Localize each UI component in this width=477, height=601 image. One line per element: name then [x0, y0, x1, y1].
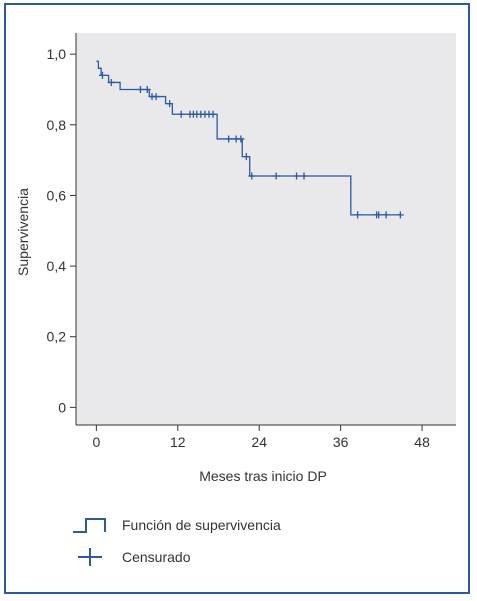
plus-icon — [78, 548, 102, 566]
plot-background — [76, 33, 456, 425]
censor-mark — [143, 86, 151, 94]
plot-area — [76, 33, 456, 425]
censor-mark — [293, 172, 301, 180]
axes-layer: 0 12 24 36 48 0 0,2 0,4 0,6 0,8 1,0 — [47, 33, 456, 450]
survival-step-line — [96, 60, 401, 216]
censor-mark — [98, 71, 106, 79]
censor-mark — [136, 86, 144, 94]
y-axis-label: Supervivencia — [15, 188, 31, 276]
x-tick-label: 0 — [92, 434, 100, 450]
censor-mark — [248, 172, 256, 180]
figure-frame: 0 12 24 36 48 0 0,2 0,4 0,6 0,8 1,0 Supervivencia … — [4, 3, 470, 594]
censor-mark — [177, 110, 185, 118]
censor-mark — [166, 100, 174, 108]
y-tick-label: 0,8 — [47, 117, 67, 133]
censor-mark — [242, 153, 250, 161]
x-axis-label: Meses tras inicio DP — [199, 468, 327, 484]
step-line-icon — [73, 518, 106, 533]
censor-mark — [237, 135, 245, 143]
x-tick-label: 48 — [414, 434, 430, 450]
censor-mark — [107, 78, 115, 86]
series-layer — [96, 60, 404, 219]
censor-mark — [382, 211, 390, 219]
y-tick-label: 0,6 — [47, 187, 67, 203]
censor-mark — [152, 93, 160, 101]
x-tick-label: 36 — [333, 434, 349, 450]
censor-mark — [209, 110, 217, 118]
censor-mark — [300, 172, 308, 180]
censor-mark — [375, 211, 383, 219]
censor-mark — [225, 135, 233, 143]
y-tick-label: 0,2 — [47, 329, 67, 345]
censor-mark — [272, 172, 280, 180]
legend-label-survival-function: Función de supervivencia — [122, 517, 281, 533]
legend-label-censored: Censurado — [122, 549, 191, 565]
y-tick-label: 1,0 — [47, 46, 67, 62]
x-tick-label: 24 — [251, 434, 267, 450]
y-tick-label: 0,4 — [47, 258, 67, 274]
x-tick-label: 12 — [170, 434, 186, 450]
censor-mark — [354, 211, 362, 219]
y-tick-label: 0 — [58, 399, 66, 415]
censor-mark — [396, 211, 404, 219]
